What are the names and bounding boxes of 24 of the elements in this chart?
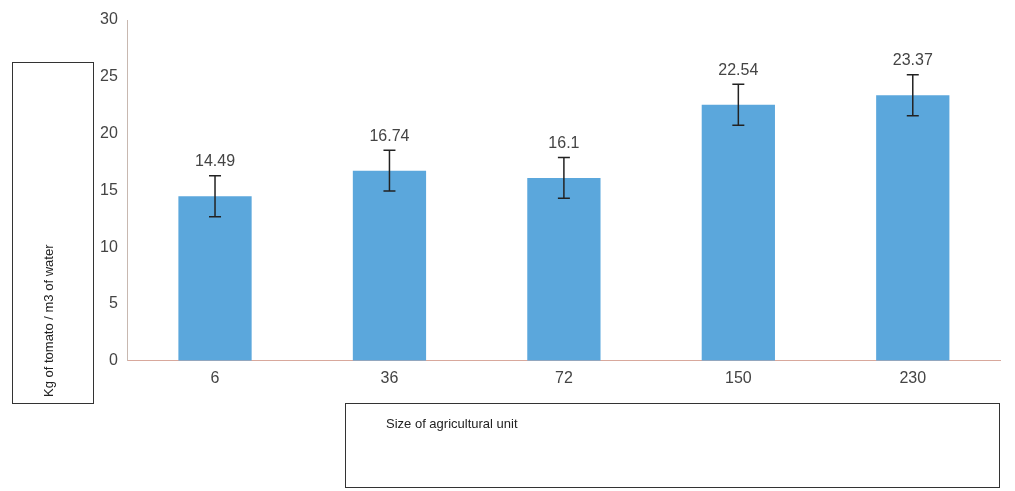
y-tick-label: 10 <box>100 237 118 255</box>
y-tick-label: 15 <box>100 180 118 198</box>
x-tick-label: 72 <box>555 368 573 386</box>
y-tick-label: 20 <box>100 124 118 142</box>
data-label: 16.1 <box>548 133 580 151</box>
bar <box>876 95 950 361</box>
bar <box>352 170 427 361</box>
x-tick-label: 36 <box>380 368 399 386</box>
data-label: 23.37 <box>892 51 933 69</box>
bar <box>178 196 252 361</box>
y-axis-title: Kg of tomato / m3 of water <box>41 244 56 397</box>
bar <box>527 177 601 361</box>
data-label: 14.49 <box>194 152 236 170</box>
y-tick-label: 25 <box>100 67 118 85</box>
data-label: 16.74 <box>369 126 410 144</box>
x-tick-label: 6 <box>210 368 220 386</box>
y-tick-label: 30 <box>100 10 118 28</box>
y-tick-label: 5 <box>108 294 118 312</box>
data-label: 22.54 <box>718 60 759 78</box>
x-axis-title: Size of agricultural unit <box>386 416 518 431</box>
bar <box>701 104 775 361</box>
x-tick-label: 150 <box>724 368 752 386</box>
x-tick-label: 230 <box>899 368 927 386</box>
y-tick-label: 0 <box>108 351 118 369</box>
